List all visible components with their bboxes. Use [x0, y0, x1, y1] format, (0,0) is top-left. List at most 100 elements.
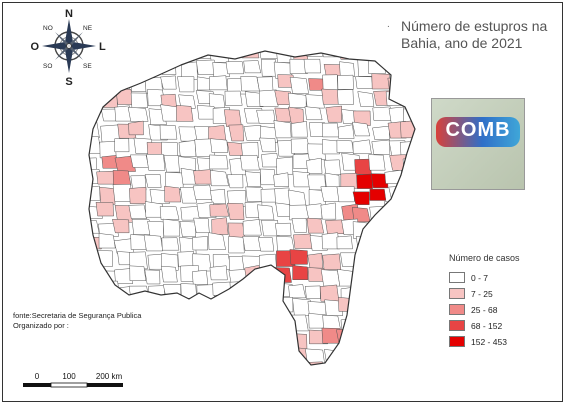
municipality-cell — [240, 141, 259, 159]
municipality-cell — [149, 333, 166, 346]
municipality-cell — [418, 348, 436, 365]
municipality-cell — [212, 62, 230, 77]
municipality-cell — [340, 51, 356, 60]
municipality-cell — [275, 330, 297, 346]
municipality-cell — [418, 60, 435, 76]
legend-swatch — [449, 272, 465, 283]
municipality-cell — [418, 201, 436, 217]
municipality-cell — [98, 223, 119, 237]
municipality-cell — [322, 253, 342, 270]
municipality-cell — [337, 296, 356, 312]
compass-so-label: SO — [43, 63, 52, 70]
municipality-cell — [192, 349, 211, 365]
municipality-cell — [164, 331, 183, 345]
municipality-cell — [193, 169, 213, 185]
municipality-cell — [353, 110, 371, 126]
municipality-cell — [209, 154, 229, 170]
municipality-cell — [178, 346, 196, 364]
municipality-cell — [355, 346, 374, 363]
municipality-cell — [389, 154, 409, 171]
municipality-cell — [89, 347, 100, 364]
municipality-cell — [128, 51, 147, 60]
municipality-cell — [389, 233, 408, 250]
municipality-cell — [417, 268, 434, 281]
municipality-cell — [261, 152, 279, 168]
municipality-cell — [116, 57, 134, 73]
municipality-cell — [114, 155, 136, 172]
municipality-cell — [146, 154, 166, 171]
municipality-cell — [339, 362, 357, 365]
municipality-cell — [401, 202, 415, 218]
municipality-cell — [404, 188, 415, 203]
municipality-cell — [160, 265, 178, 283]
municipality-cell — [89, 236, 102, 250]
municipality-cell — [208, 93, 226, 109]
logo-text: COMB — [445, 119, 511, 141]
logo-band — [436, 117, 520, 147]
municipality-cell — [161, 253, 179, 271]
map-frame: N S L O NE NO SE SO . Número de estupros… — [2, 2, 563, 402]
compass-north-label: N — [65, 8, 73, 20]
municipality-cell — [259, 297, 278, 315]
municipality-cell — [324, 172, 340, 189]
municipality-cell — [178, 335, 197, 352]
municipality-cell — [418, 284, 437, 298]
municipality-cell — [402, 60, 415, 77]
municipality-cell — [257, 331, 276, 348]
municipality-cell — [277, 347, 297, 363]
municipality-cell — [275, 313, 294, 331]
municipality-cell — [416, 73, 435, 91]
municipality-cell — [291, 218, 307, 233]
municipality-cell — [144, 269, 161, 285]
municipality-cell — [273, 120, 292, 139]
legend-item: 7 - 25 — [449, 287, 559, 300]
municipality-cell — [272, 267, 292, 283]
municipality-cell — [112, 218, 130, 234]
municipality-cell — [337, 269, 357, 287]
municipality-cell — [181, 297, 199, 314]
municipality-cell — [193, 217, 210, 234]
scale-label-100: 100 — [62, 372, 76, 381]
municipality-cell — [322, 139, 340, 155]
compass-east-label: L — [99, 41, 106, 53]
municipality-cell — [256, 109, 276, 124]
municipality-cell — [179, 318, 201, 336]
municipality-cell — [389, 315, 409, 332]
municipality-cell — [176, 105, 194, 122]
municipality-cell — [228, 236, 245, 254]
municipality-cell — [242, 219, 262, 236]
municipality-cell — [419, 190, 439, 203]
municipality-cell — [243, 60, 262, 74]
municipality-cell — [371, 348, 390, 364]
municipality-cell — [352, 316, 373, 330]
municipality-cell — [192, 184, 213, 200]
source-line2: Organizado por : — [13, 321, 69, 330]
municipality-cell — [338, 347, 355, 365]
municipality-cell — [223, 51, 241, 58]
municipality-cell — [305, 361, 324, 365]
municipality-cell — [276, 156, 294, 175]
municipality-cell — [400, 264, 415, 280]
municipality-cell — [129, 58, 148, 74]
municipality-cell — [257, 204, 275, 221]
municipality-cell — [292, 265, 309, 280]
municipality-cell — [290, 360, 310, 365]
municipality-cell — [177, 76, 195, 93]
municipality-cell — [164, 302, 183, 319]
municipality-cell — [224, 90, 243, 106]
municipality-cell — [161, 237, 180, 251]
municipality-cell — [165, 51, 181, 60]
municipality-cell — [112, 170, 132, 186]
municipality-cell — [404, 252, 415, 268]
logo-image: COMB — [431, 98, 525, 190]
municipality-cell — [273, 172, 289, 187]
municipality-cell — [289, 249, 308, 265]
municipality-cell — [356, 173, 373, 189]
municipality-cell — [305, 203, 323, 219]
municipality-cell — [148, 349, 168, 365]
municipality-cell — [210, 138, 229, 153]
municipality-cell — [89, 107, 97, 123]
municipality-cell — [145, 317, 166, 335]
municipality-cell — [194, 315, 213, 334]
municipality-cell — [162, 218, 180, 237]
